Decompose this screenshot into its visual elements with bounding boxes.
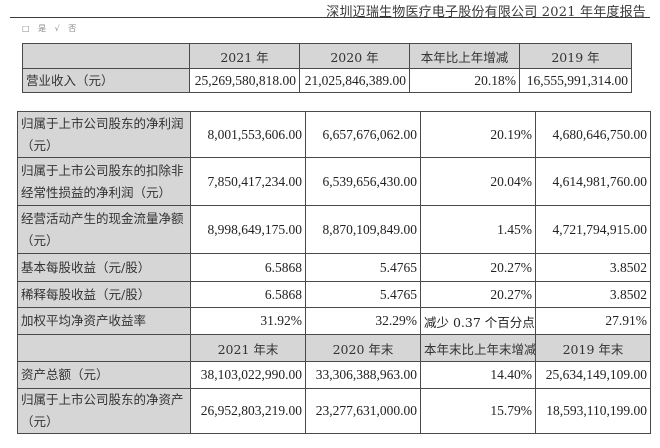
- value-2021: 26,952,803,219.00: [190, 388, 306, 434]
- subheader-cell-2019: 2019 年末: [535, 334, 651, 362]
- subheader-cell-2021: 2021 年末: [190, 334, 306, 362]
- value-2021: 6.5868: [190, 281, 306, 308]
- row-label: 资产总额（元）: [17, 361, 191, 389]
- value-2020: 23,277,631,000.00: [305, 388, 421, 434]
- value-2020: 5.4765: [305, 281, 421, 308]
- value-2021: 25,269,580,818.00: [189, 68, 300, 93]
- value-2019: 27.91%: [535, 307, 651, 335]
- header-cell-change: 本年比上年增减: [409, 43, 520, 69]
- value-2021: 8,998,649,175.00: [190, 205, 306, 254]
- value-change: 20.27%: [420, 253, 536, 282]
- value-2019: 4,614,981,760.00: [535, 157, 651, 206]
- value-2020: 21,025,846,389.00: [299, 68, 410, 93]
- value-2020: 6,657,676,062.00: [305, 111, 421, 158]
- row-label: 加权平均净资产收益率: [17, 307, 191, 335]
- value-2020: 8,870,109,849.00: [305, 205, 421, 254]
- value-2019: 4,721,794,915.00: [535, 205, 651, 254]
- revenue-table: 2021 年 2020 年 本年比上年增减 2019 年 营业收入（元） 25,…: [22, 43, 632, 93]
- value-2021: 38,103,022,990.00: [190, 361, 306, 389]
- value-2021: 7,850,417,234.00: [190, 157, 306, 206]
- table-row: 归属于上市公司股东的净利润（元） 8,001,553,606.00 6,657,…: [17, 111, 651, 158]
- value-2019: 4,680,646,750.00: [535, 111, 651, 158]
- row-label: 归属于上市公司股东的净资产（元）: [17, 388, 191, 434]
- value-change: 20.18%: [409, 68, 520, 93]
- table-row: 加权平均净资产收益率 31.92% 32.29% 减少 0.37 个百分点 27…: [17, 307, 651, 335]
- header-cell-label: [22, 43, 190, 69]
- value-change: 15.79%: [420, 388, 536, 434]
- table-row: 资产总额（元） 38,103,022,990.00 33,306,388,963…: [17, 361, 651, 389]
- row-label: 稀释每股收益（元/股）: [17, 281, 191, 308]
- table-row: 经营活动产生的现金流量净额（元） 8,998,649,175.00 8,870,…: [17, 205, 651, 254]
- header-cell-2019: 2019 年: [519, 43, 632, 69]
- row-label: 基本每股收益（元/股）: [17, 253, 191, 282]
- value-2019: 3.8502: [535, 281, 651, 308]
- table-subheader-row: 2021 年末 2020 年末 本年末比上年末增减 2019 年末: [17, 334, 651, 362]
- header-divider: [10, 17, 650, 18]
- value-2019: 25,634,149,109.00: [535, 361, 651, 389]
- value-2021: 6.5868: [190, 253, 306, 282]
- financial-indicators-table: 归属于上市公司股东的净利润（元） 8,001,553,606.00 6,657,…: [17, 111, 651, 434]
- value-2021: 31.92%: [190, 307, 306, 335]
- row-label: 归属于上市公司股东的净利润（元）: [17, 111, 191, 158]
- document-header-title: 深圳迈瑞生物医疗电子股份有限公司 2021 年年度报告: [326, 5, 646, 20]
- value-change: 20.04%: [420, 157, 536, 206]
- value-2020: 5.4765: [305, 253, 421, 282]
- table-header-row: 2021 年 2020 年 本年比上年增减 2019 年: [22, 43, 632, 69]
- value-change: 20.19%: [420, 111, 536, 158]
- subheader-cell-2020: 2020 年末: [305, 334, 421, 362]
- value-2019: 16,555,991,314.00: [519, 68, 632, 93]
- value-2020: 33,306,388,963.00: [305, 361, 421, 389]
- subheader-cell-label: [17, 334, 191, 362]
- value-2020: 32.29%: [305, 307, 421, 335]
- value-2019: 18,593,110,199.00: [535, 388, 651, 434]
- header-cell-2021: 2021 年: [189, 43, 300, 69]
- section-label: □ 是 √ 否: [22, 24, 80, 33]
- table-row: 归属于上市公司股东的扣除非经常性损益的净利润（元） 7,850,417,234.…: [17, 157, 651, 206]
- value-2021: 8,001,553,606.00: [190, 111, 306, 158]
- row-label: 营业收入（元）: [22, 68, 190, 93]
- value-2020: 6,539,656,430.00: [305, 157, 421, 206]
- value-change: 减少 0.37 个百分点: [420, 307, 536, 335]
- value-change: 20.27%: [420, 281, 536, 308]
- value-2019: 3.8502: [535, 253, 651, 282]
- row-label: 经营活动产生的现金流量净额（元）: [17, 205, 191, 254]
- table-row: 稀释每股收益（元/股） 6.5868 5.4765 20.27% 3.8502: [17, 281, 651, 308]
- subheader-cell-change: 本年末比上年末增减: [420, 334, 536, 362]
- value-change: 14.40%: [420, 361, 536, 389]
- row-label: 归属于上市公司股东的扣除非经常性损益的净利润（元）: [17, 157, 191, 206]
- value-change: 1.45%: [420, 205, 536, 254]
- header-cell-2020: 2020 年: [299, 43, 410, 69]
- table-row: 营业收入（元） 25,269,580,818.00 21,025,846,389…: [22, 68, 632, 93]
- table-row: 归属于上市公司股东的净资产（元） 26,952,803,219.00 23,27…: [17, 388, 651, 434]
- table-row: 基本每股收益（元/股） 6.5868 5.4765 20.27% 3.8502: [17, 253, 651, 282]
